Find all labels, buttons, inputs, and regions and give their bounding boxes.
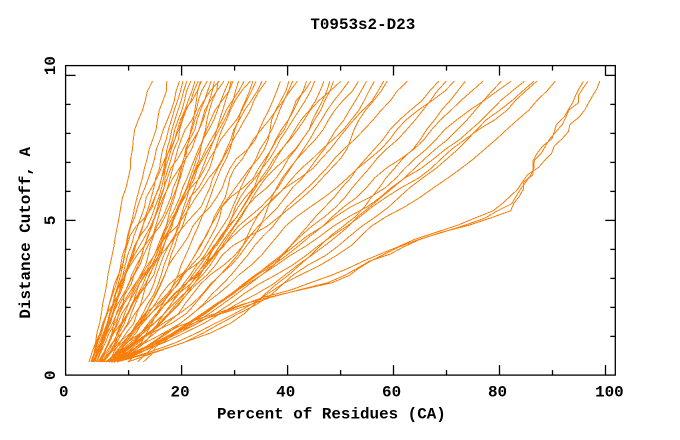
svg-text:100: 100 [595,383,624,401]
svg-text:T0953s2-D23: T0953s2-D23 [310,16,415,34]
svg-text:0: 0 [42,370,60,380]
svg-text:20: 20 [171,383,190,401]
svg-text:0: 0 [59,383,69,401]
svg-text:40: 40 [276,383,295,401]
svg-text:10: 10 [42,56,60,75]
svg-text:Distance Cutoff, A: Distance Cutoff, A [17,147,35,319]
svg-text:5: 5 [42,216,60,226]
svg-text:80: 80 [488,383,507,401]
svg-text:60: 60 [382,383,401,401]
svg-text:Percent of Residues (CA): Percent of Residues (CA) [217,405,446,423]
